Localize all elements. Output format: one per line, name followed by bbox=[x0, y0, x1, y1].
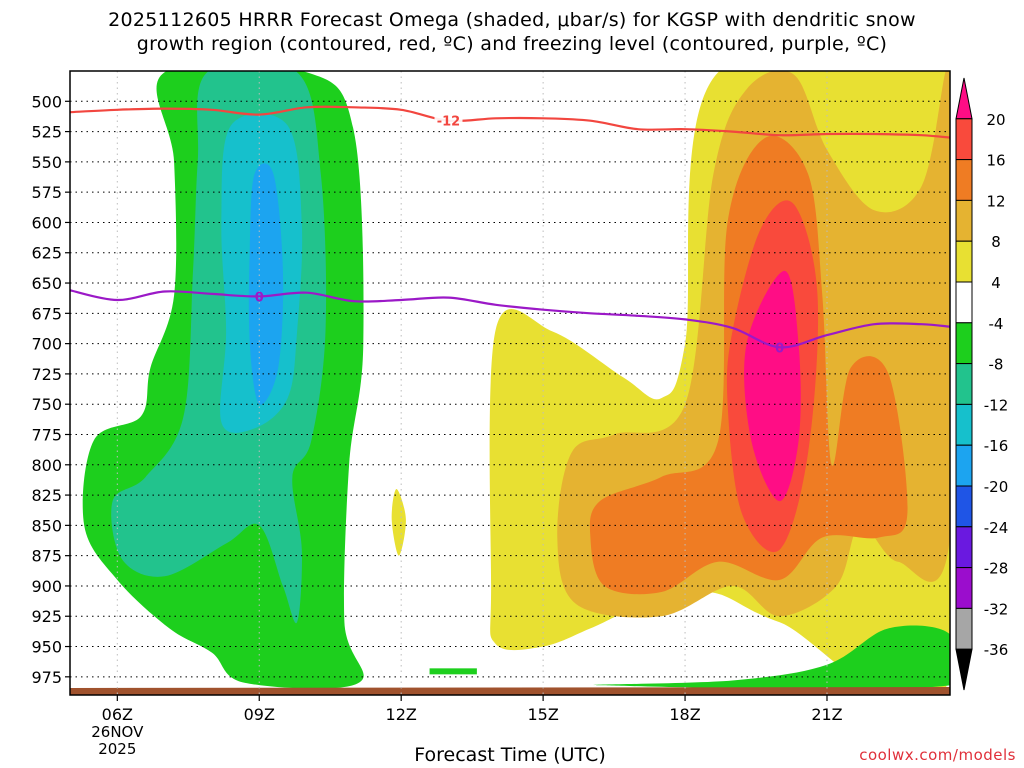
terrain-band bbox=[70, 687, 950, 695]
y-tick-label: 875 bbox=[31, 547, 62, 566]
colorbar-label: 16 bbox=[986, 152, 1005, 170]
contour-label-bg bbox=[434, 112, 463, 129]
x-tick-label: 15Z bbox=[527, 705, 558, 724]
colorbar-segment bbox=[955, 444, 973, 487]
y-tick-label: 750 bbox=[31, 395, 62, 414]
y-tick-label: 825 bbox=[31, 486, 62, 505]
credit-text: coolwx.com/models bbox=[859, 746, 1016, 764]
y-tick-label: 550 bbox=[31, 153, 62, 172]
y-tick-label: 575 bbox=[31, 183, 62, 202]
omega-patch-green-a bbox=[429, 668, 477, 675]
colorbar-segment bbox=[955, 159, 973, 201]
colorbar-segment bbox=[955, 77, 973, 120]
colorbar-segment bbox=[955, 118, 973, 161]
colorbar-label: -20 bbox=[984, 478, 1009, 496]
colorbar-segment bbox=[955, 567, 973, 609]
x-tick-label: 06Z bbox=[102, 705, 133, 724]
freezing-level-line bbox=[70, 289, 950, 349]
colorbar-label: -12 bbox=[984, 396, 1009, 414]
y-tick-label: 775 bbox=[31, 425, 62, 444]
colorbar-segment bbox=[955, 526, 973, 569]
colorbar-segment bbox=[955, 485, 973, 528]
colorbar-label: -36 bbox=[984, 641, 1009, 659]
x-axis-label: Forecast Time (UTC) bbox=[414, 744, 606, 766]
x-tick-label: 18Z bbox=[669, 705, 700, 724]
colorbar-label: -24 bbox=[984, 519, 1009, 537]
chart-title-line1: 2025112605 HRRR Forecast Omega (shaded, … bbox=[108, 9, 916, 31]
y-tick-label: 700 bbox=[31, 335, 62, 354]
colorbar-segment bbox=[955, 281, 973, 324]
colorbar-segment bbox=[955, 199, 973, 242]
y-tick-label: 850 bbox=[31, 516, 62, 535]
y-tick-label: 600 bbox=[31, 213, 62, 232]
colorbar-label: 20 bbox=[986, 111, 1005, 129]
freezing-level-label: 0 bbox=[255, 290, 264, 305]
omega-region-4 bbox=[248, 163, 284, 405]
y-tick-label: 525 bbox=[31, 123, 62, 142]
x-tick-label: 12Z bbox=[386, 705, 417, 724]
x-tick-label: 09Z bbox=[244, 705, 275, 724]
y-tick-label: 650 bbox=[31, 274, 62, 293]
date-label-year: 2025 bbox=[98, 740, 136, 758]
y-tick-label: 950 bbox=[31, 638, 62, 657]
colorbar-segment bbox=[955, 607, 973, 650]
colorbar-label: -28 bbox=[984, 560, 1009, 578]
y-tick-label: 900 bbox=[31, 577, 62, 596]
colorbar-label: -8 bbox=[989, 356, 1004, 374]
colorbar-segment bbox=[955, 363, 973, 405]
colorbar-label: -32 bbox=[984, 600, 1009, 618]
omega-region-9 bbox=[744, 270, 801, 502]
x-tick-label: 21Z bbox=[811, 705, 842, 724]
omega-patch-green-b bbox=[593, 625, 950, 690]
chart-title-line2: growth region (contoured, red, ºC) and f… bbox=[136, 33, 888, 55]
y-tick-label: 975 bbox=[31, 668, 62, 687]
dgz-contour-label: -12 bbox=[437, 115, 461, 130]
colorbar-segment bbox=[955, 322, 973, 365]
colorbar-label: -4 bbox=[989, 315, 1004, 333]
colorbar-label: -16 bbox=[984, 437, 1009, 455]
colorbar-segment bbox=[955, 403, 973, 446]
colorbar-label: 12 bbox=[986, 192, 1005, 210]
dgz-contour-line bbox=[70, 105, 950, 139]
y-tick-label: 925 bbox=[31, 607, 62, 626]
y-tick-label: 675 bbox=[31, 304, 62, 323]
colorbar-label: 4 bbox=[991, 274, 1001, 292]
plot-frame bbox=[69, 70, 951, 696]
freezing-level-label: 0 bbox=[775, 341, 784, 356]
omega-patch-yellow bbox=[391, 489, 406, 556]
y-tick-label: 625 bbox=[31, 244, 62, 263]
colorbar-segment bbox=[955, 240, 973, 283]
colorbar-segment bbox=[955, 648, 973, 691]
y-tick-label: 725 bbox=[31, 365, 62, 384]
date-label-day: 26NOV bbox=[91, 723, 144, 741]
colorbar-label: 8 bbox=[991, 233, 1001, 251]
y-tick-label: 500 bbox=[31, 92, 62, 111]
y-tick-label: 800 bbox=[31, 456, 62, 475]
